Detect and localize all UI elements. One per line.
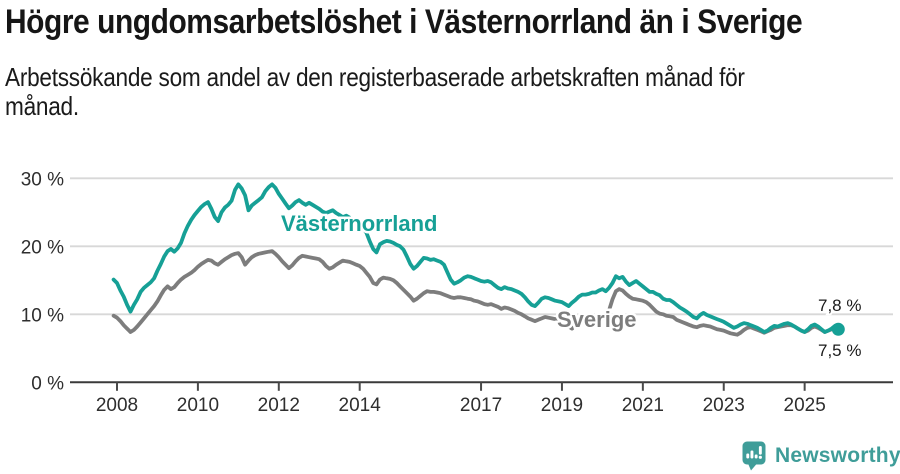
page-title: Högre ungdomsarbetslöshet i Västernorrla… [5, 3, 803, 41]
bar-chart-glyph [746, 450, 758, 459]
chart-header: Högre ungdomsarbetslöshet i Västernorrla… [5, 5, 900, 121]
x-tick-label: 2008 [96, 395, 138, 416]
annotations-group: Västernorrland Sverige 7,8 % 7,5 % [279, 209, 864, 363]
exclamation-glyph [758, 446, 762, 459]
series-end-dot [831, 322, 845, 336]
x-tick-label: 2010 [177, 395, 219, 416]
y-tick-label: 0 % [31, 373, 64, 394]
brand-name: Newsworthy [775, 444, 900, 467]
series-label-vasternorrland: Västernorrland [281, 211, 438, 236]
end-value-label-sverige: 7,5 % [818, 341, 861, 360]
series-label-sverige: Sverige [557, 307, 637, 332]
x-tick-label: 2012 [258, 395, 300, 416]
newsworthy-logo-icon [742, 441, 766, 471]
series-line-västernorrland [111, 182, 841, 334]
x-tick-label: 2023 [703, 395, 745, 416]
x-tick-label: 2017 [460, 395, 502, 416]
y-tick-label: 20 % [21, 237, 64, 258]
series-line-sverige [111, 249, 841, 337]
newsworthy-brand: Newsworthy [742, 441, 900, 471]
y-axis-labels-group: 0 % 10 % 20 % 30 % [21, 169, 64, 394]
gridlines-group [70, 177, 893, 316]
x-tick-label: 2021 [622, 395, 664, 416]
x-tick-label: 2014 [339, 395, 382, 416]
x-tick-label: 2025 [784, 395, 826, 416]
y-tick-label: 30 % [21, 169, 64, 190]
y-tick-label: 10 % [21, 305, 64, 326]
x-tick-label: 2019 [541, 395, 583, 416]
end-value-label-vasternorrland: 7,8 % [818, 296, 861, 315]
series-group [111, 182, 841, 337]
chart-subtitle: Arbetssökande som andel av den registerb… [5, 62, 745, 121]
x-axis-group: 2008 2010 2012 2014 2017 2019 2021 2023 2025 [70, 381, 893, 416]
